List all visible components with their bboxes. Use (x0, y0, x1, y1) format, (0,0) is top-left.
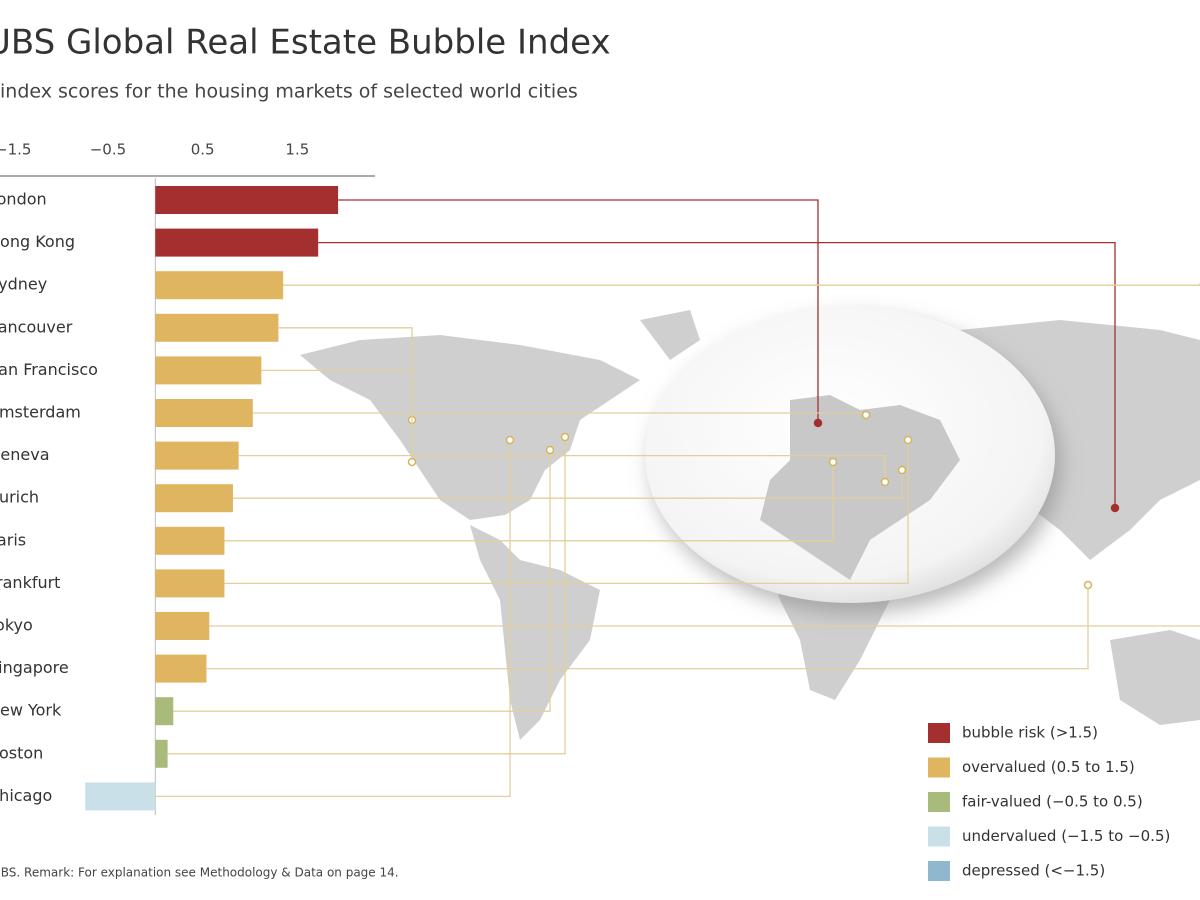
legend-label: depressed (<−1.5) (962, 862, 1105, 880)
x-tick-label: 1.5 (285, 141, 309, 159)
legend-label: bubble risk (>1.5) (962, 724, 1098, 742)
bar (155, 356, 262, 385)
bar (155, 569, 225, 598)
city-dot (813, 418, 823, 428)
legend-swatch (928, 757, 950, 778)
category-label: Singapore (0, 658, 69, 677)
city-dot (861, 410, 871, 420)
connector-line (238, 454, 886, 482)
city-dot (545, 445, 555, 455)
connector-line (167, 437, 566, 755)
connector-line (283, 283, 1200, 286)
chart-subtitle: index scores for the housing markets of … (0, 81, 578, 103)
legend-swatch (928, 792, 950, 812)
category-label: San Francisco (0, 360, 98, 379)
connector-line (224, 462, 834, 542)
bar (155, 654, 207, 683)
city-dot (1110, 503, 1120, 513)
category-label: Vancouver (0, 317, 73, 336)
category-label: Boston (0, 743, 43, 762)
category-label: London (0, 190, 47, 209)
legend-label: undervalued (−1.5 to −0.5) (962, 827, 1170, 845)
city-dot (505, 435, 515, 445)
city-dot (560, 432, 570, 442)
connector-line (318, 241, 1116, 508)
connector-line (206, 585, 1089, 670)
category-label: Sydney (0, 275, 47, 294)
x-tick-label: −1.5 (0, 141, 31, 159)
legend-swatch (928, 723, 950, 743)
city-dot (903, 435, 913, 445)
city-dot (897, 465, 907, 475)
legend-swatch (928, 861, 950, 881)
category-label: Tokyo (0, 616, 33, 635)
bar (85, 782, 156, 811)
connector-line (224, 440, 909, 585)
bar (155, 612, 210, 640)
bar (155, 484, 233, 513)
category-label: Frankfurt (0, 573, 60, 592)
bar (155, 313, 279, 342)
category-label: Paris (0, 530, 26, 549)
x-tick-label: 0.5 (191, 141, 215, 159)
legend-label: fair-valued (−0.5 to 0.5) (962, 793, 1143, 811)
connector-line (209, 625, 1200, 627)
bar (155, 186, 339, 214)
x-tick-label: −0.5 (90, 141, 126, 159)
connector-line (338, 199, 819, 423)
bar (155, 441, 239, 470)
category-label: Geneva (0, 445, 50, 464)
category-label: Amsterdam (0, 403, 81, 422)
footnote: UBS. Remark: For explanation see Methodo… (0, 866, 399, 880)
connector-line (261, 369, 413, 462)
bar (155, 271, 284, 300)
connector-line (173, 450, 551, 712)
bar (155, 399, 253, 427)
legend-label: overvalued (0.5 to 1.5) (962, 758, 1135, 776)
connector-line (155, 440, 511, 798)
category-label: Hong Kong (0, 232, 75, 251)
chart-title: UBS Global Real Estate Bubble Index (0, 23, 611, 63)
bar (155, 697, 174, 726)
connector-line (232, 470, 903, 499)
category-label: New York (0, 701, 62, 720)
bar (155, 526, 225, 555)
city-dot (1083, 580, 1093, 590)
category-label: Zurich (0, 488, 39, 507)
legend-swatch (928, 826, 950, 847)
city-dot (880, 477, 890, 487)
bar (155, 228, 319, 257)
city-dot (828, 457, 838, 467)
city-dot (407, 457, 417, 467)
category-label: Chicago (0, 786, 52, 805)
bar (155, 739, 168, 768)
